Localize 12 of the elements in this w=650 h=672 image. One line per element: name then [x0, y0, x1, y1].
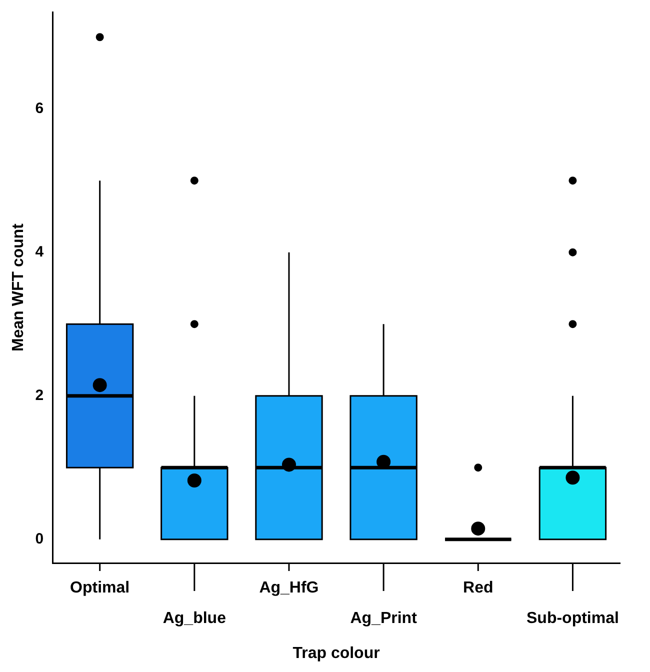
x-tick-label: Optimal — [70, 580, 130, 597]
x-tick-label: Ag_blue — [162, 610, 226, 628]
x-tick-label: Ag_Print — [350, 610, 418, 628]
x-tick-label: Sub-optimal — [526, 610, 619, 628]
y-tick-label: 2 — [35, 386, 44, 404]
y-tick-label: 0 — [35, 530, 44, 548]
x-tick-label: Red — [463, 580, 494, 597]
y-tick-label: 4 — [35, 243, 44, 260]
y-tick-label: 6 — [35, 100, 44, 117]
x-axis-title: Trap colour — [292, 644, 380, 662]
y-axis-title: Mean WFT count — [10, 222, 28, 352]
x-tick-label: Ag_HfG — [259, 580, 319, 597]
